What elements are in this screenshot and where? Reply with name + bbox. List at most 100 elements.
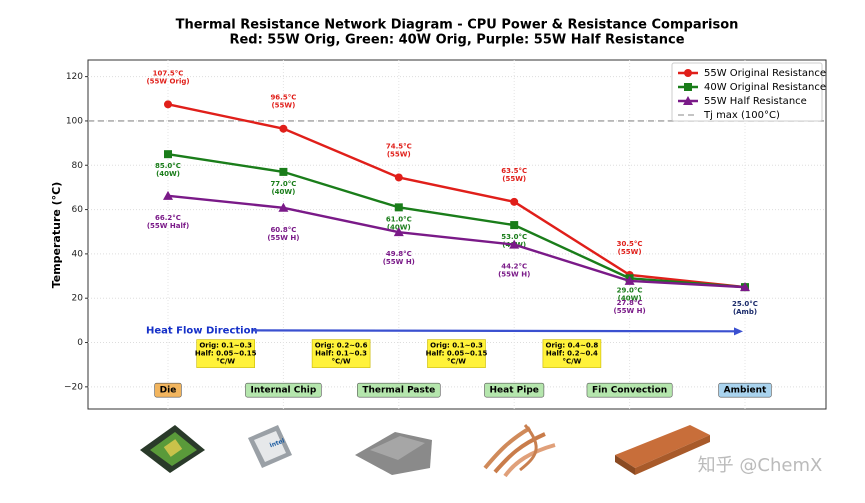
resistance-unit: °C/W	[216, 358, 235, 366]
marker	[278, 202, 289, 212]
value-label: 77.0°C	[270, 180, 296, 188]
value-note: (55W Orig)	[146, 77, 189, 85]
marker	[279, 124, 288, 133]
marker	[394, 203, 403, 212]
legend-marker	[684, 69, 692, 77]
value-note: (55W H)	[267, 234, 299, 242]
marker	[163, 190, 173, 200]
value-note: (55W H)	[383, 258, 415, 266]
stage-label: Internal Chip	[250, 386, 316, 396]
y-tick-label: 120	[66, 72, 83, 82]
value-label: 85.0°C	[155, 162, 181, 170]
value-label: 66.2°C	[155, 214, 181, 222]
y-tick-label: 60	[72, 205, 84, 215]
resistance-half: Half: 0.05~0.15	[426, 350, 488, 358]
value-note: (55W)	[271, 102, 295, 110]
value-note: (55W)	[502, 175, 526, 183]
legend-label: 55W Half Resistance	[704, 96, 807, 107]
chart-title: Thermal Resistance Network Diagram - CPU…	[176, 18, 739, 33]
resistance-unit: °C/W	[562, 358, 581, 366]
stage-box	[484, 382, 545, 398]
y-tick-label: −20	[64, 382, 83, 392]
stage-box	[586, 382, 673, 398]
resistance-orig: Orig: 0.2~0.6	[315, 342, 368, 350]
stage-label: Ambient	[724, 386, 767, 396]
marker	[394, 173, 403, 182]
value-note: (40W)	[271, 188, 295, 196]
value-label: 49.8°C	[386, 250, 412, 258]
resistance-half: Half: 0.05~0.15	[195, 350, 257, 358]
value-note: (55W H)	[614, 307, 646, 315]
marker	[510, 197, 519, 206]
marker	[624, 275, 635, 285]
resistance-unit: °C/W	[447, 358, 466, 366]
stage-label: Die	[160, 386, 177, 396]
stage-label: Heat Pipe	[490, 386, 539, 396]
resistance-half: Half: 0.2~0.4	[546, 350, 598, 358]
component-images: intel	[140, 424, 710, 478]
y-tick-label: 40	[72, 249, 84, 259]
y-tick-label: 0	[77, 338, 83, 348]
value-label: 61.0°C	[386, 215, 412, 223]
ambient-label: (Amb)	[733, 308, 757, 316]
resistance-box	[427, 339, 486, 368]
marker	[740, 282, 750, 292]
stage-box	[245, 382, 322, 398]
value-label: 27.8°C	[617, 299, 643, 307]
stage-box	[357, 382, 441, 398]
value-label: 107.5°C	[153, 69, 184, 77]
plot-area	[87, 59, 827, 410]
stage-label: Thermal Paste	[362, 386, 435, 396]
resistance-half: Half: 0.1~0.3	[315, 350, 367, 358]
value-note: (40W)	[156, 170, 180, 178]
y-tick-label: 20	[72, 294, 84, 304]
flow-arrowhead	[734, 327, 743, 336]
value-label: 60.8°C	[270, 226, 296, 234]
stage-box	[718, 382, 772, 398]
marker	[510, 221, 519, 230]
legend-label: 40W Original Resistance	[704, 82, 826, 93]
resistance-box	[196, 339, 255, 368]
value-label: 74.5°C	[386, 142, 412, 150]
flow-label: Heat Flow Direction	[146, 325, 258, 336]
value-label: 53.0°C	[501, 233, 527, 241]
y-axis-label: Temperature (°C)	[50, 182, 63, 289]
value-label: 30.5°C	[617, 240, 643, 248]
series-line	[167, 152, 746, 289]
resistance-orig: Orig: 0.4~0.8	[546, 342, 599, 350]
flow-arrow	[252, 329, 737, 333]
y-tick-label: 100	[66, 116, 83, 126]
marker	[164, 100, 172, 109]
legend-label: 55W Original Resistance	[704, 68, 826, 79]
value-note: (55W Half)	[147, 222, 189, 230]
y-tick-label: 80	[72, 161, 84, 171]
ambient-label: 25.0°C	[732, 300, 758, 308]
legend-box	[671, 62, 823, 122]
legend-marker	[684, 83, 692, 91]
resistance-unit: °C/W	[332, 358, 351, 366]
stage-label: Fin Convection	[592, 386, 667, 396]
marker	[164, 150, 172, 159]
value-label: 29.0°C	[617, 286, 643, 294]
legend-marker	[683, 96, 693, 105]
svg-text:intel: intel	[269, 437, 286, 449]
value-note: (55W)	[387, 150, 411, 158]
marker	[279, 167, 288, 176]
value-note: (55W H)	[498, 271, 530, 279]
value-note: (40W)	[618, 294, 642, 302]
value-note: (55W)	[618, 248, 642, 256]
value-label: 63.5°C	[501, 167, 527, 175]
marker	[393, 227, 404, 237]
value-label: 44.2°C	[501, 263, 527, 271]
series-line	[167, 103, 746, 289]
resistance-orig: Orig: 0.1~0.3	[199, 342, 252, 350]
legend-label: Tj max (100°C)	[703, 110, 780, 121]
series-line	[167, 194, 746, 289]
marker	[509, 239, 520, 249]
chart-subtitle: Red: 55W Orig, Green: 40W Orig, Purple: …	[229, 33, 684, 48]
value-label: 96.5°C	[270, 94, 296, 102]
resistance-orig: Orig: 0.1~0.3	[430, 342, 483, 350]
resistance-box	[311, 339, 371, 368]
resistance-box	[542, 339, 602, 368]
